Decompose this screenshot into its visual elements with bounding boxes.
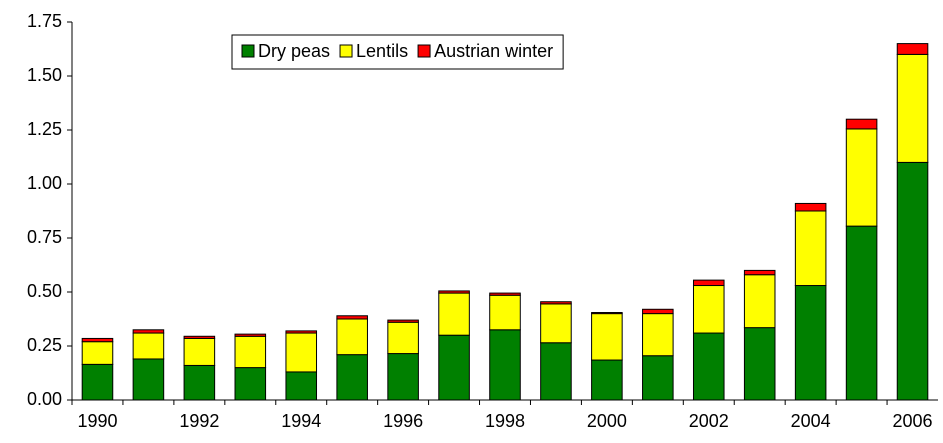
bar-segment: [132, 332, 165, 360]
bar-segment: [336, 315, 368, 320]
bar-segment: [896, 161, 929, 401]
bar-segment: [489, 294, 521, 331]
bar-segment: [81, 337, 114, 343]
x-tick-label: 2006: [893, 411, 933, 431]
y-tick-label: 1.75: [27, 11, 62, 31]
bar-segment: [642, 355, 674, 401]
bar-segment: [285, 332, 318, 373]
legend-label: Lentils: [356, 41, 408, 61]
y-tick-label: 0.00: [27, 389, 62, 409]
bar-segment: [794, 202, 827, 212]
y-tick-label: 1.25: [27, 119, 62, 139]
bar-segment: [642, 308, 674, 315]
bar-segment: [336, 318, 368, 356]
bar-segment: [743, 327, 776, 401]
bar-segment: [692, 332, 725, 401]
bar-segment: [540, 303, 572, 344]
y-tick-label: 0.25: [27, 335, 62, 355]
legend-box: [231, 34, 564, 70]
y-tick-label: 0.50: [27, 281, 62, 301]
x-tick-label: 1994: [281, 411, 321, 431]
bar-segment: [794, 285, 827, 401]
bar-segment: [591, 312, 623, 315]
x-tick-label: 1990: [77, 411, 117, 431]
bar-segment: [234, 333, 267, 337]
bar-segment: [896, 53, 929, 163]
bar-segment: [81, 363, 114, 401]
bar-segment: [387, 319, 419, 323]
bar-segment: [692, 285, 725, 334]
legend-swatch: [241, 44, 255, 58]
bar-segment: [81, 341, 114, 365]
bar-segment: [336, 354, 368, 401]
bar-segment: [234, 367, 267, 401]
bar-segment: [387, 321, 419, 355]
legend-swatch: [417, 44, 431, 58]
x-tick-label: 2000: [587, 411, 627, 431]
y-tick-label: 1.00: [27, 173, 62, 193]
bar-segment: [642, 313, 674, 357]
bar-segment: [845, 118, 878, 130]
bar-segment: [794, 210, 827, 287]
bar-segment: [540, 301, 572, 305]
bar-segment: [183, 335, 216, 339]
bar-segment: [692, 279, 725, 287]
bar-segment: [438, 292, 470, 336]
bar-segment: [438, 334, 470, 401]
x-tick-label: 1992: [179, 411, 219, 431]
bar-segment: [387, 353, 419, 401]
bar-segment: [743, 274, 776, 329]
bar-segment: [591, 313, 623, 361]
bar-segment: [896, 43, 929, 55]
bar-segment: [132, 358, 165, 401]
bar-segment: [743, 269, 776, 276]
bar-segment: [540, 342, 572, 401]
bar-segment: [489, 292, 521, 296]
bar-segment: [489, 329, 521, 401]
bar-segment: [132, 329, 165, 334]
bar-segment: [183, 364, 216, 401]
bar-segment: [183, 337, 216, 366]
x-tick-label: 2004: [791, 411, 831, 431]
x-tick-label: 2002: [689, 411, 729, 431]
legend-swatch: [339, 44, 353, 58]
x-tick-label: 1996: [383, 411, 423, 431]
bar-segment: [438, 290, 470, 294]
bar-segment: [845, 128, 878, 227]
legend-label: Austrian winter: [434, 41, 553, 61]
x-tick-label: 1998: [485, 411, 525, 431]
bar-segment: [285, 330, 318, 334]
y-tick-label: 0.75: [27, 227, 62, 247]
bar-segment: [234, 335, 267, 369]
bar-segment: [591, 359, 623, 401]
legend-label: Dry peas: [258, 41, 330, 61]
bar-segment: [845, 225, 878, 401]
y-tick-label: 1.50: [27, 65, 62, 85]
bar-segment: [285, 371, 318, 401]
